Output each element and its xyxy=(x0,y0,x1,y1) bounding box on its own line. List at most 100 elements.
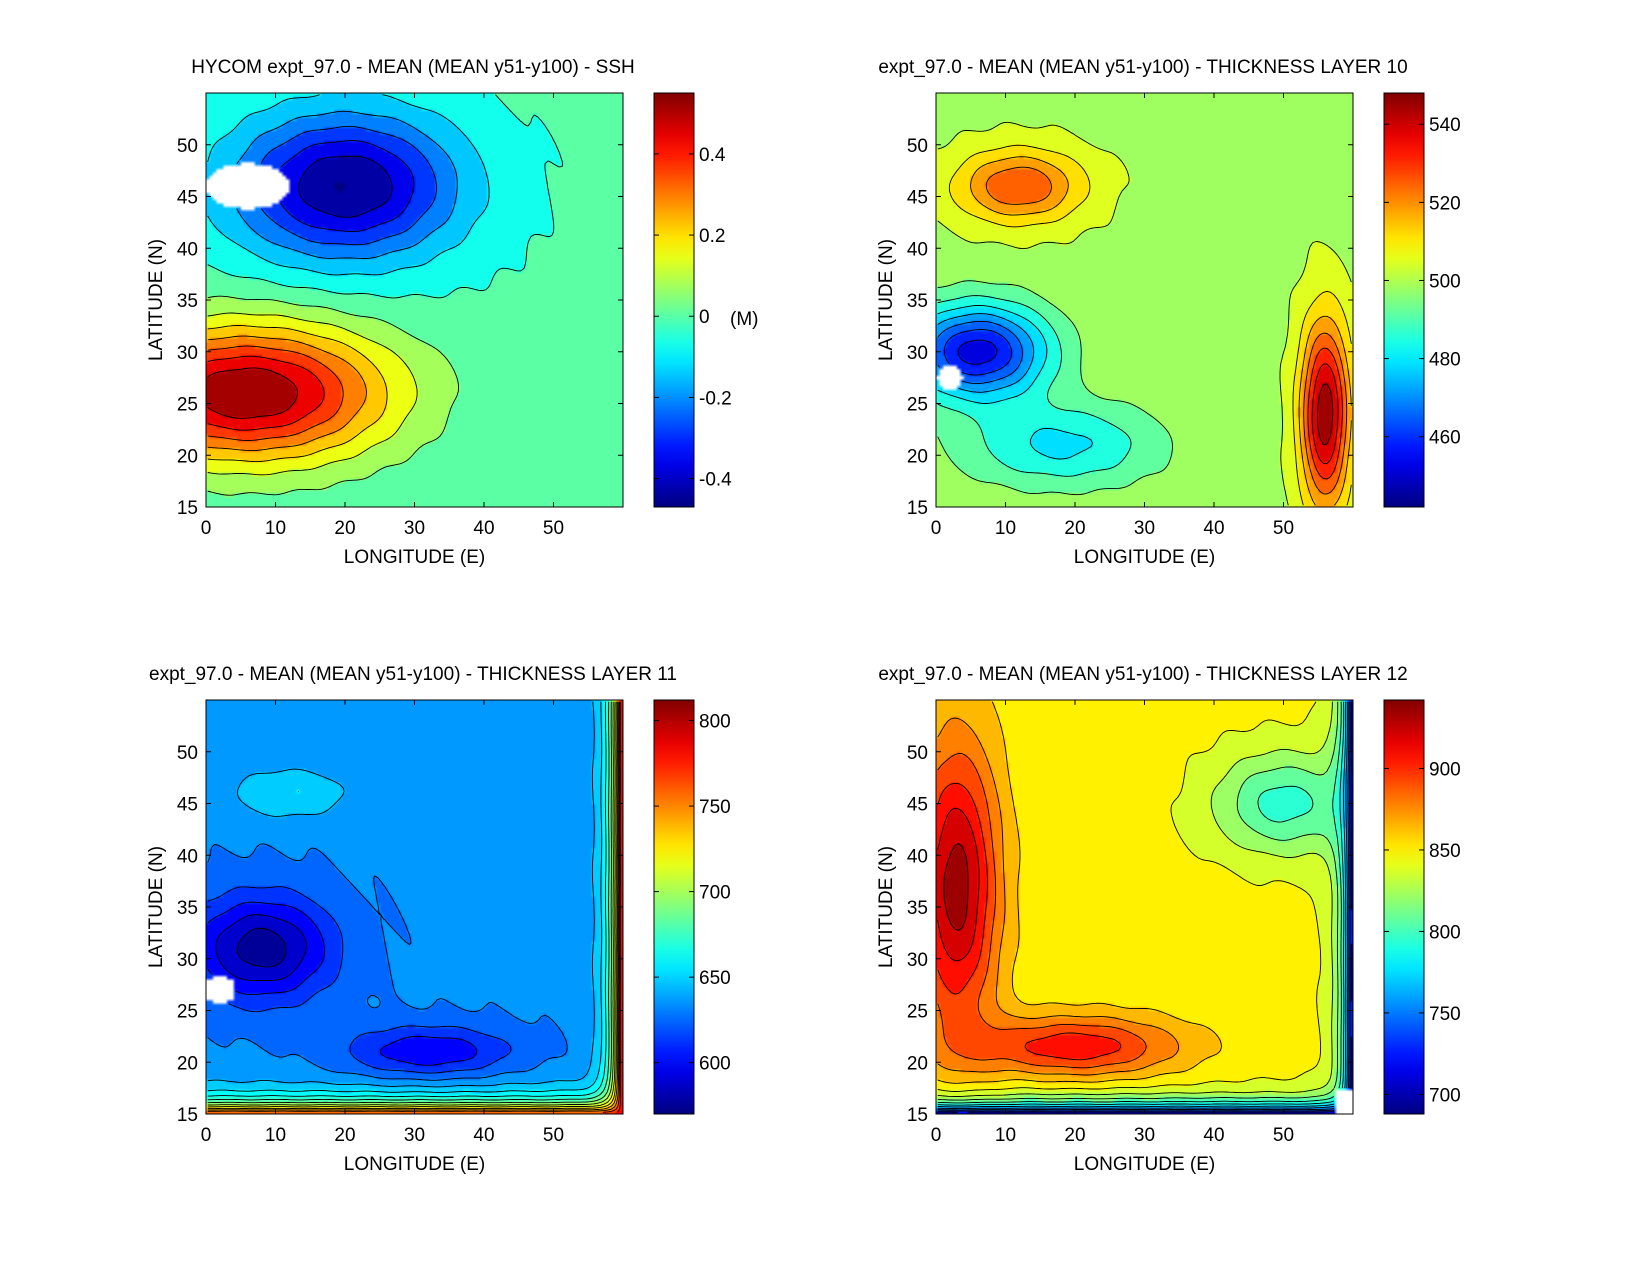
x-tick-label: 40 xyxy=(1203,518,1224,539)
colorbar xyxy=(653,92,695,508)
y-tick-label: 35 xyxy=(177,291,198,312)
x-tick-label: 40 xyxy=(473,1125,494,1146)
x-axis-label: LONGITUDE (E) xyxy=(344,547,485,568)
x-tick-label: 50 xyxy=(543,1125,564,1146)
y-tick-label: 20 xyxy=(907,446,928,467)
x-tick-label: 0 xyxy=(931,1125,942,1146)
y-tick-label: 25 xyxy=(907,395,928,416)
x-tick-label: 10 xyxy=(995,1125,1016,1146)
contour-lines xyxy=(937,121,1352,506)
y-tick-label: 50 xyxy=(177,743,198,764)
y-tick-label: 50 xyxy=(907,136,928,157)
colorbar-tick-label: 750 xyxy=(699,797,731,818)
panel-layer10: expt_97.0 - MEAN (MEAN y51-y100) - THICK… xyxy=(876,57,1461,568)
y-tick-label: 35 xyxy=(177,898,198,919)
contour-lines xyxy=(207,701,622,1113)
y-tick-label: 25 xyxy=(177,395,198,416)
y-tick-label: 15 xyxy=(177,1105,198,1126)
colorbar-tick-label: 520 xyxy=(1429,193,1461,214)
x-tick-label: 30 xyxy=(1134,1125,1155,1146)
panel-layer12: expt_97.0 - MEAN (MEAN y51-y100) - THICK… xyxy=(876,664,1461,1175)
colorbar-unit-label: (M) xyxy=(730,309,758,330)
x-tick-label: 10 xyxy=(265,518,286,539)
x-tick-label: 30 xyxy=(1134,518,1155,539)
x-tick-label: 20 xyxy=(334,518,355,539)
x-axis-label: LONGITUDE (E) xyxy=(1074,547,1215,568)
y-tick-label: 25 xyxy=(907,1002,928,1023)
y-tick-label: 45 xyxy=(907,795,928,816)
x-tick-label: 0 xyxy=(931,518,942,539)
x-tick-label: 20 xyxy=(1064,1125,1085,1146)
y-tick-label: 20 xyxy=(177,446,198,467)
x-tick-label: 30 xyxy=(404,518,425,539)
colorbar-tick-label: 460 xyxy=(1429,428,1461,449)
x-axis-label: LONGITUDE (E) xyxy=(344,1154,485,1175)
chart-title: HYCOM expt_97.0 - MEAN (MEAN y51-y100) -… xyxy=(191,57,634,78)
y-tick-label: 25 xyxy=(177,1002,198,1023)
y-tick-label: 15 xyxy=(177,498,198,519)
colorbar-tick-label: 700 xyxy=(699,883,731,904)
y-tick-label: 30 xyxy=(907,950,928,971)
colorbar-tick-label: 900 xyxy=(1429,759,1461,780)
y-tick-label: 20 xyxy=(907,1053,928,1074)
x-tick-label: 10 xyxy=(265,1125,286,1146)
chart-title: expt_97.0 - MEAN (MEAN y51-y100) - THICK… xyxy=(149,664,677,685)
heatmap-field xyxy=(936,93,1353,507)
y-tick-label: 30 xyxy=(177,950,198,971)
y-tick-label: 15 xyxy=(907,498,928,519)
x-tick-label: 0 xyxy=(201,1125,212,1146)
chart-title: expt_97.0 - MEAN (MEAN y51-y100) - THICK… xyxy=(878,664,1407,685)
x-tick-label: 50 xyxy=(1273,518,1294,539)
y-axis-label: LATITUDE (N) xyxy=(146,846,167,968)
y-tick-label: 40 xyxy=(907,239,928,260)
y-tick-label: 15 xyxy=(907,1105,928,1126)
x-tick-label: 40 xyxy=(1203,1125,1224,1146)
x-tick-label: 0 xyxy=(201,518,212,539)
colorbar xyxy=(1383,699,1425,1115)
colorbar-tick-label: -0.4 xyxy=(699,470,732,491)
colorbar-tick-label: 650 xyxy=(699,968,731,989)
colorbar-tick-label: 700 xyxy=(1429,1085,1461,1106)
colorbar-tick-label: 0.2 xyxy=(699,226,725,247)
y-tick-label: 45 xyxy=(177,795,198,816)
colorbar-tick-label: 0.4 xyxy=(699,145,726,166)
x-tick-label: 20 xyxy=(334,1125,355,1146)
y-axis-label: LATITUDE (N) xyxy=(876,846,897,968)
panel-ssh: HYCOM expt_97.0 - MEAN (MEAN y51-y100) -… xyxy=(146,57,758,568)
y-axis-label: LATITUDE (N) xyxy=(146,239,167,361)
colorbar-tick-label: 480 xyxy=(1429,350,1461,371)
colorbar xyxy=(1383,92,1425,508)
y-tick-label: 50 xyxy=(177,136,198,157)
y-tick-label: 30 xyxy=(907,343,928,364)
colorbar xyxy=(653,699,695,1115)
y-tick-label: 45 xyxy=(177,188,198,209)
colorbar-tick-label: -0.2 xyxy=(699,388,732,409)
chart-title: expt_97.0 - MEAN (MEAN y51-y100) - THICK… xyxy=(878,57,1407,78)
colorbar-tick-label: 0 xyxy=(699,307,710,328)
y-axis-label: LATITUDE (N) xyxy=(876,239,897,361)
colorbar-tick-label: 600 xyxy=(699,1054,731,1075)
x-tick-label: 50 xyxy=(543,518,564,539)
colorbar-tick-label: 750 xyxy=(1429,1004,1461,1025)
heatmap-field xyxy=(206,700,623,1114)
y-tick-label: 35 xyxy=(907,291,928,312)
colorbar-tick-label: 540 xyxy=(1429,115,1461,136)
y-tick-label: 20 xyxy=(177,1053,198,1074)
x-tick-label: 30 xyxy=(404,1125,425,1146)
contour-lines xyxy=(207,94,563,496)
x-axis-label: LONGITUDE (E) xyxy=(1074,1154,1215,1175)
y-tick-label: 40 xyxy=(907,846,928,867)
y-tick-label: 35 xyxy=(907,898,928,919)
contour-lines xyxy=(937,701,1352,1113)
colorbar-tick-label: 500 xyxy=(1429,271,1461,292)
x-tick-label: 40 xyxy=(473,518,494,539)
y-tick-label: 30 xyxy=(177,343,198,364)
x-tick-label: 50 xyxy=(1273,1125,1294,1146)
colorbar-tick-label: 850 xyxy=(1429,841,1461,862)
y-tick-label: 40 xyxy=(177,239,198,260)
panel-layer11: expt_97.0 - MEAN (MEAN y51-y100) - THICK… xyxy=(146,664,731,1175)
x-tick-label: 10 xyxy=(995,518,1016,539)
colorbar-tick-label: 800 xyxy=(1429,922,1461,943)
x-tick-label: 20 xyxy=(1064,518,1085,539)
